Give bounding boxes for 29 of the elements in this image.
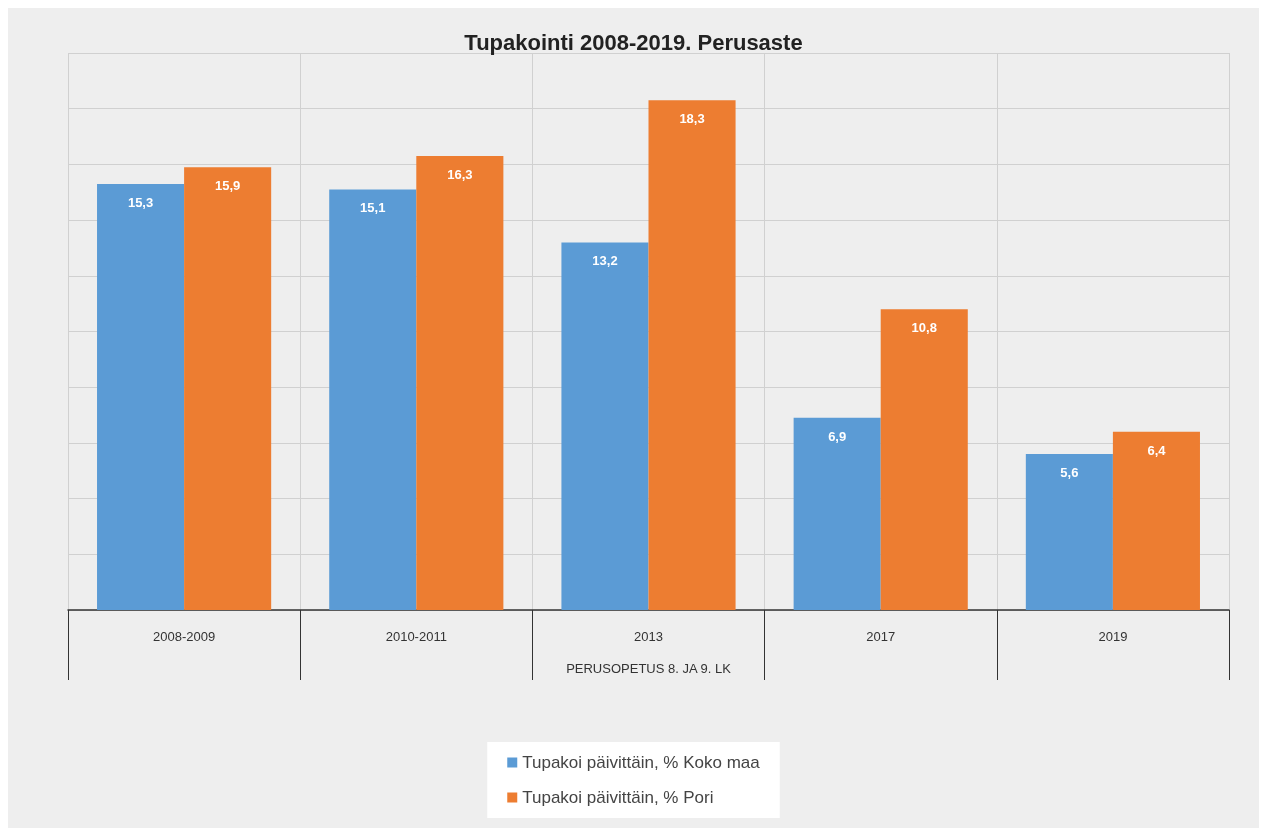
bar [416,156,504,610]
x-tick-label: 2013 [634,629,663,644]
data-label: 16,3 [447,167,473,183]
bar [880,309,968,610]
x-axis-title: PERUSOPETUS 8. JA 9. LK [566,661,732,676]
bar [1025,454,1113,610]
legend-label: Tupakoi päivittäin, % Pori [522,788,714,807]
legend-label: Tupakoi päivittäin, % Koko maa [522,753,761,772]
x-tick-label: 2010-2011 [385,629,447,644]
data-label: 13,2 [592,253,618,269]
data-label: 15,9 [214,178,241,194]
data-label: 10,8 [911,320,937,336]
bar [561,242,649,610]
data-label: 18,3 [679,111,705,127]
bar [329,189,417,610]
bar [793,417,881,610]
x-tick-label: 2008-2009 [153,629,216,644]
bar [184,167,272,610]
data-label: 15,3 [127,194,154,210]
x-tick-label: 2019 [1098,629,1128,644]
bar [648,100,736,610]
data-label: 15,1 [360,200,386,216]
data-label: 5,6 [1060,465,1079,481]
bar [1112,431,1200,610]
data-label: 6,4 [1147,442,1167,458]
data-label: 6,9 [828,428,847,444]
x-tick-label: 2017 [866,629,896,644]
chart-title: Tupakointi 2008-2019. Perusaste [464,29,803,55]
bar [97,183,185,610]
